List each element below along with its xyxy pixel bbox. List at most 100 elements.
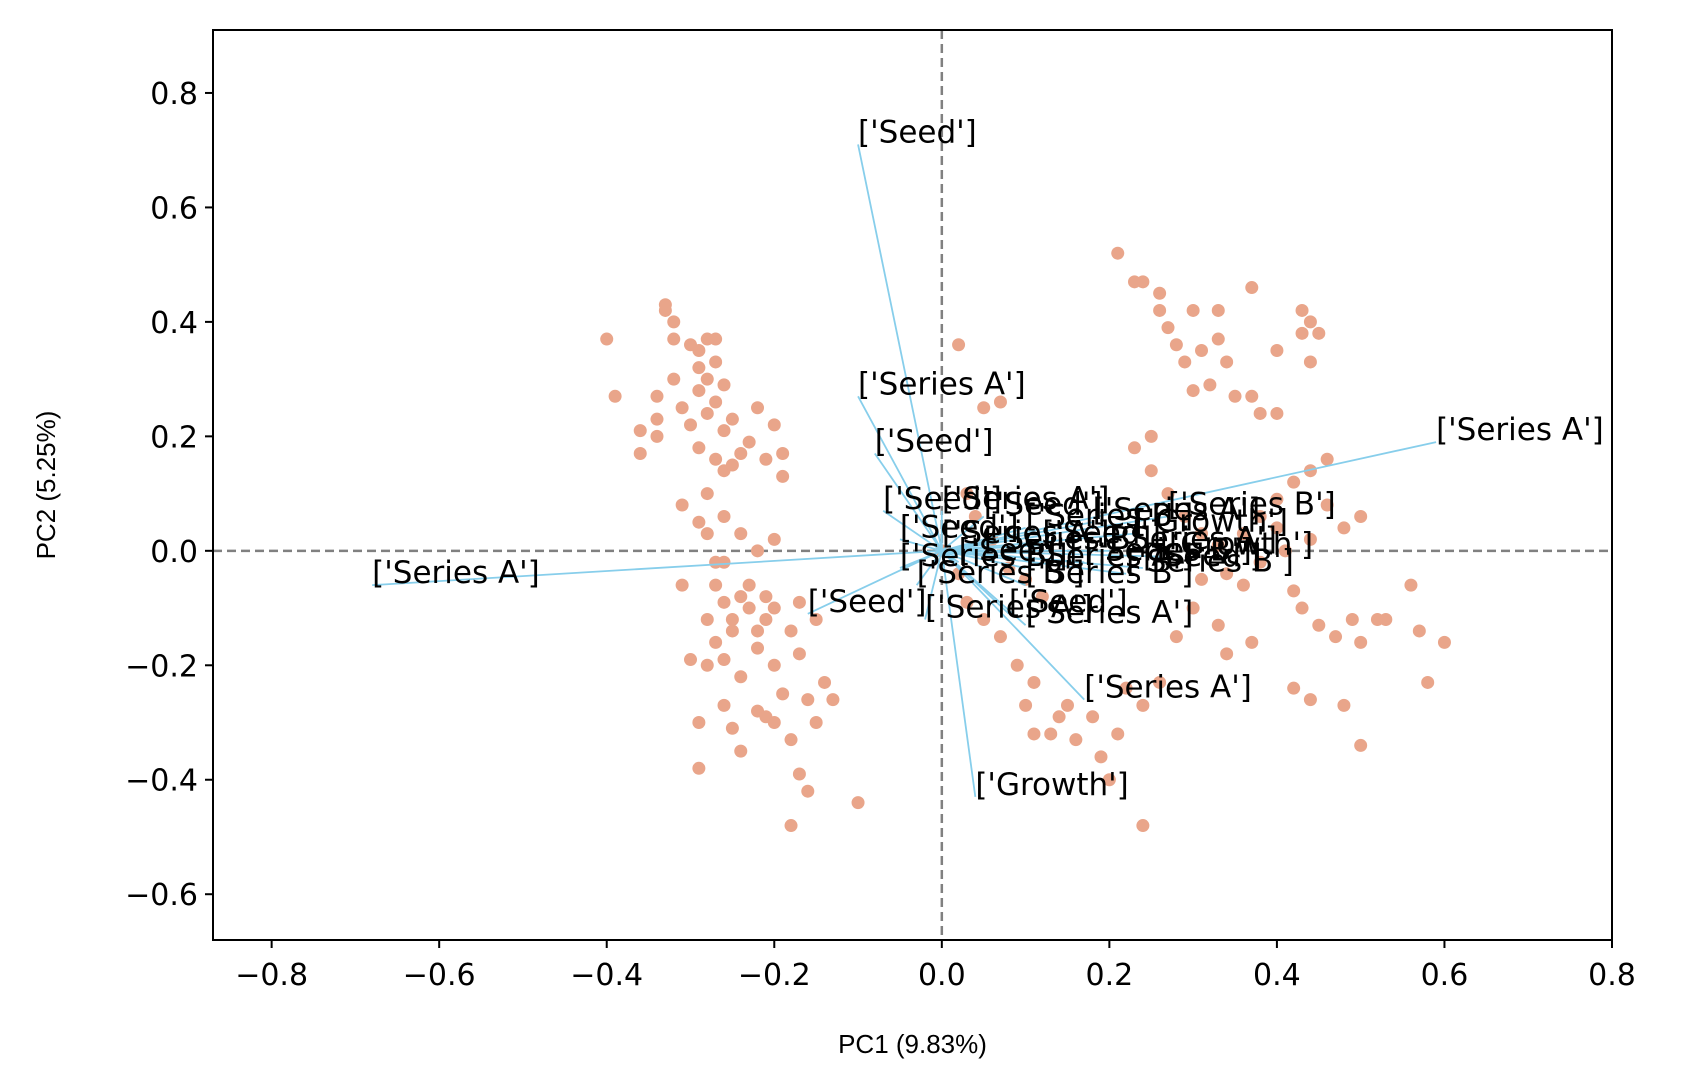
scatter-point: [1320, 452, 1334, 466]
scatter-point: [1010, 658, 1024, 672]
scatter-point: [784, 733, 798, 747]
scatter-point: [1379, 612, 1393, 626]
scatter-point: [1094, 750, 1108, 764]
scatter-point: [717, 424, 731, 438]
scatter-point: [1245, 389, 1259, 403]
scatter-point: [700, 406, 714, 420]
scatter-point: [767, 418, 781, 432]
scatter-point: [977, 401, 991, 415]
loading-vector-label: ['Seed']: [875, 424, 994, 460]
loading-vector-label: ['Series A']: [1084, 670, 1252, 706]
scatter-point: [1303, 532, 1317, 546]
scatter-point: [1295, 303, 1309, 317]
scatter-point: [717, 378, 731, 392]
scatter-point: [684, 653, 698, 667]
scatter-point: [767, 658, 781, 672]
x-tick-label: −0.2: [738, 958, 811, 993]
scatter-point: [650, 389, 664, 403]
loading-vector-label: ['Series A']: [925, 589, 1093, 625]
loading-vector-label: ['Series B']: [917, 555, 1085, 591]
loading-vector-label: ['Growth']: [1134, 504, 1287, 540]
scatter-point: [725, 721, 739, 735]
scatter-point: [1329, 630, 1343, 644]
scatter-point: [742, 435, 756, 449]
scatter-point: [1186, 601, 1200, 615]
scatter-point: [1337, 698, 1351, 712]
scatter-point: [709, 395, 723, 409]
x-tick-label: 0.8: [1588, 958, 1636, 993]
x-tick-label: 0.2: [1086, 958, 1134, 993]
loading-vector: [941, 549, 1127, 575]
scatter-point: [1253, 555, 1267, 569]
scatter-point: [751, 544, 765, 558]
scatter-point: [700, 487, 714, 501]
scatter-point: [633, 424, 647, 438]
loading-vector-label: ['Series B']: [1168, 486, 1336, 522]
scatter-point: [1253, 406, 1267, 420]
scatter-point: [700, 527, 714, 541]
scatter-point: [1169, 630, 1183, 644]
scatter-point: [1220, 647, 1234, 661]
scatter-point: [675, 401, 689, 415]
scatter-point: [700, 658, 714, 672]
scatter-point: [1303, 464, 1317, 478]
scatter-point: [684, 418, 698, 432]
x-tick-label: −0.6: [403, 958, 476, 993]
scatter-point: [633, 447, 647, 461]
scatter-point: [1069, 733, 1083, 747]
loading-vector: [874, 453, 943, 552]
scatter-point: [717, 595, 731, 609]
loading-vector: [940, 550, 977, 798]
scatter-point: [709, 332, 723, 346]
loading-vector: [807, 550, 943, 615]
scatter-point: [1245, 281, 1259, 295]
loading-vector: [941, 549, 1026, 569]
scatter-point: [1186, 303, 1200, 317]
scatter-point: [650, 429, 664, 443]
loading-vector-label: ['Seed']: [959, 532, 1078, 568]
scatter-point: [1027, 675, 1041, 689]
scatter-point: [977, 612, 991, 626]
scatter-point: [1295, 326, 1309, 340]
scatter-point: [792, 767, 806, 781]
scatter-point: [650, 412, 664, 426]
scatter-point: [1111, 246, 1125, 260]
loading-vector: [941, 527, 1026, 552]
scatter-point: [751, 401, 765, 415]
scatter-point: [767, 532, 781, 546]
loading-vector-label: ['Series A']: [1093, 492, 1261, 528]
y-tick-label: 0.6: [150, 191, 198, 226]
loading-vector: [915, 550, 943, 586]
loading-vector-label: ['Series B']: [1026, 555, 1194, 591]
loading-vector-label: ['Series B']: [900, 538, 1068, 574]
y-tick-label: 0.8: [150, 77, 198, 112]
scatter-point: [1153, 286, 1167, 300]
scatter-point: [1278, 544, 1292, 558]
loading-vector-label: ['Series A']: [1436, 412, 1604, 448]
scatter-point: [658, 303, 672, 317]
scatter-point: [1287, 475, 1301, 489]
scatter-point: [1337, 521, 1351, 535]
loading-vector: [941, 544, 1043, 552]
loading-vector-label: ['Growth']: [1160, 527, 1313, 563]
scatter-point: [1186, 384, 1200, 398]
scatter-point: [1211, 332, 1225, 346]
scatter-point: [801, 784, 815, 798]
scatter-point: [1287, 584, 1301, 598]
scatter-point: [1354, 635, 1368, 649]
x-tick-label: −0.4: [570, 958, 643, 993]
scatter-point: [700, 612, 714, 626]
y-tick-label: −0.2: [125, 649, 198, 684]
scatter-point: [709, 452, 723, 466]
scatter-point: [993, 395, 1007, 409]
scatter-point: [1236, 527, 1250, 541]
scatter-point: [667, 332, 681, 346]
scatter-point: [709, 635, 723, 649]
y-tick-label: 0.4: [150, 306, 198, 341]
scatter-point: [1211, 538, 1225, 552]
scatter-point: [1019, 698, 1033, 712]
y-axis-ticks: −0.6 −0.4 −0.2 0.0 0.2 0.4 0.6 0.8: [125, 77, 213, 913]
loading-vector-labels: ['Seed']['Series A']['Seed'] ['Series A']…: [372, 114, 1604, 802]
loading-vector-label: ['Seed']: [984, 486, 1103, 522]
scatter-point: [1136, 698, 1150, 712]
